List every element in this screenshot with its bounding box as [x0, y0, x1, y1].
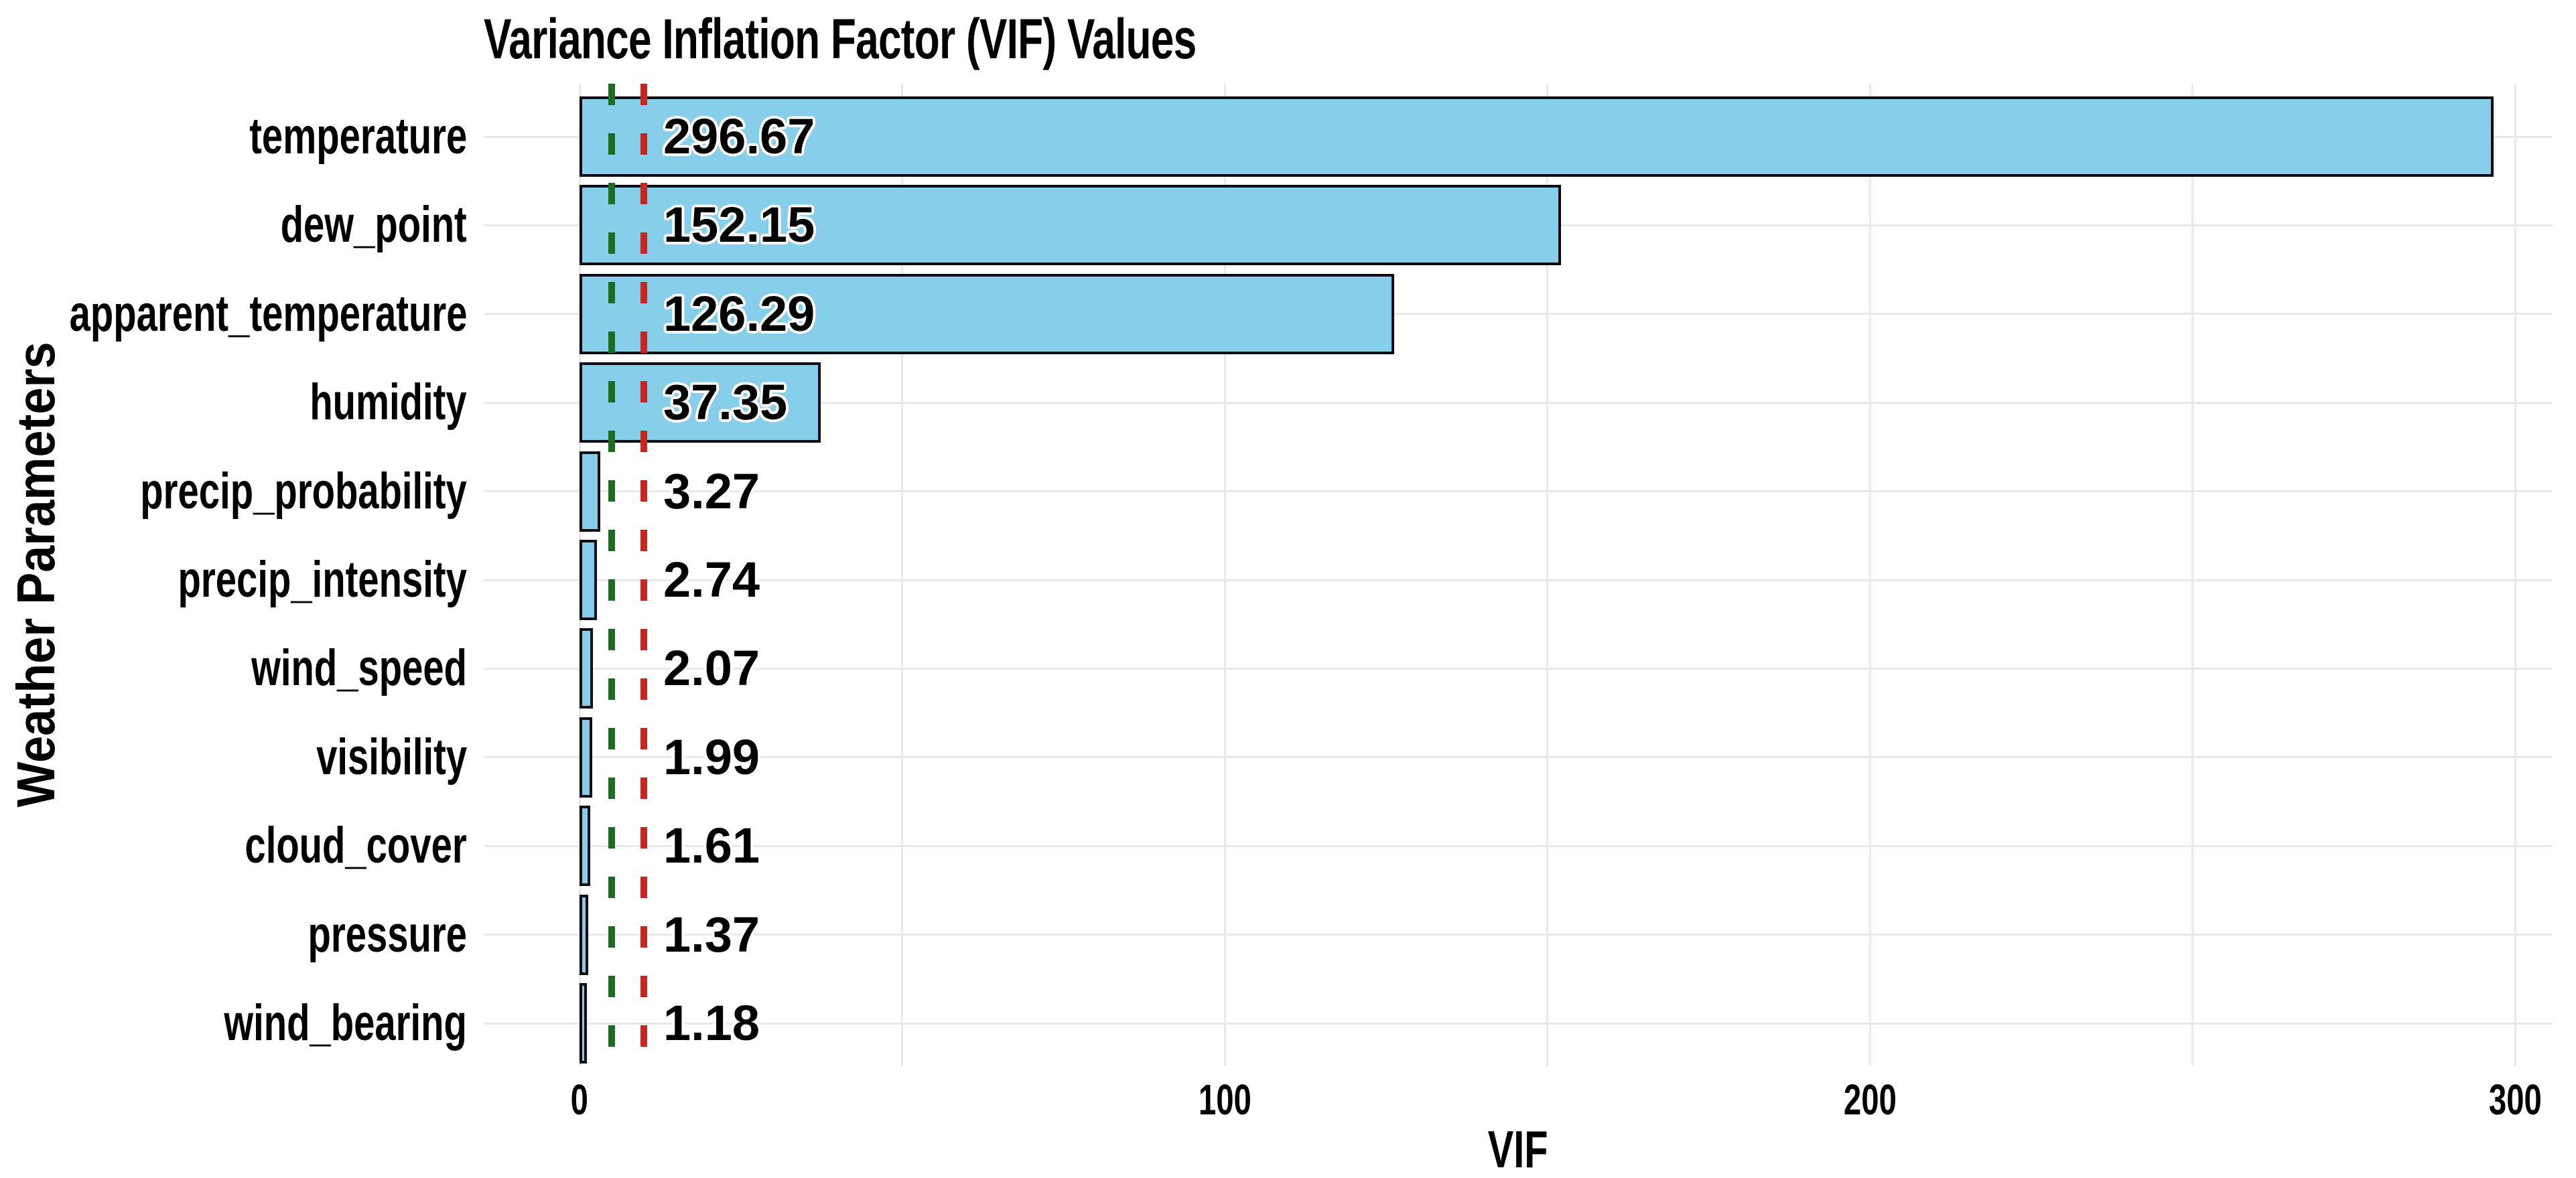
bar-precip_probability [580, 451, 601, 532]
gridline-y [484, 401, 2553, 404]
gridline-x [1546, 84, 1548, 1066]
gridline-y [484, 313, 2553, 315]
gridline-x [1223, 84, 1226, 1066]
gridline-x [1869, 84, 1871, 1066]
x-axis-title: VIF [1384, 1122, 1652, 1176]
x-tick-label-100: 100 [1144, 1073, 1305, 1126]
x-tick-text: 300 [2488, 1076, 2542, 1124]
category-label-precip_probability: precip_probability [40, 465, 467, 518]
category-label-humidity: humidity [40, 376, 467, 429]
x-axis-title-text: VIF [1488, 1120, 1548, 1178]
plot-area: 296.67 152.15 126.29 37.35 3.27 2.74 2.07 1.99 1… [484, 84, 2553, 1066]
bar-value-label: 2.74 [663, 552, 760, 607]
category-label-visibility: visibility [40, 731, 467, 784]
bar-wind_bearing [580, 983, 588, 1063]
category-label-text: precip_probability [140, 462, 467, 520]
gridline-y [484, 934, 2553, 936]
bar-pressure [580, 894, 589, 975]
category-label-cloud_cover: cloud_cover [40, 819, 467, 873]
category-label-text: visibility [316, 728, 467, 786]
bar-value-label: 296.67 [663, 108, 815, 164]
category-label-temperature: temperature [40, 110, 467, 163]
gridline-y [484, 756, 2553, 759]
bar-dew_point [580, 185, 1562, 266]
bar-value-label: 2.07 [663, 640, 760, 696]
category-label-wind_speed: wind_speed [40, 642, 467, 695]
gridline-x [2191, 84, 2193, 1066]
category-label-text: pressure [308, 905, 467, 963]
vif-threshold-5 [608, 84, 616, 1066]
bar-visibility [580, 717, 593, 798]
x-tick-text: 100 [1198, 1076, 1251, 1124]
bar-apparent_temperature [580, 273, 1395, 354]
category-label-text: apparent_temperature [69, 285, 467, 342]
bar-value-label: 126.29 [663, 285, 815, 342]
gridline-y [484, 667, 2553, 670]
gridline-y [484, 1022, 2553, 1025]
category-label-text: temperature [249, 108, 467, 165]
category-label-pressure: pressure [40, 908, 467, 962]
category-label-text: precip_intensity [178, 551, 467, 608]
vif-threshold-10 [640, 84, 648, 1066]
category-label-text: cloud_cover [245, 817, 467, 875]
x-tick-label-300: 300 [2435, 1073, 2576, 1126]
bar-humidity [580, 362, 821, 443]
bar-temperature [580, 96, 2494, 177]
bar-value-label: 1.18 [663, 995, 760, 1051]
category-label-apparent_temperature: apparent_temperature [40, 287, 467, 341]
gridline-y [484, 579, 2553, 581]
bar-wind_speed [580, 628, 593, 709]
category-label-wind_bearing: wind_bearing [40, 997, 467, 1050]
x-tick-label-0: 0 [499, 1073, 660, 1126]
bar-value-label: 1.37 [663, 906, 760, 962]
x-tick-text: 0 [570, 1076, 589, 1124]
bar-cloud_cover [580, 806, 590, 887]
gridline-y [484, 844, 2553, 847]
bar-value-label: 152.15 [663, 197, 815, 253]
bar-value-label: 1.99 [663, 729, 760, 785]
category-label-text: wind_bearing [224, 995, 467, 1051]
x-tick-label-200: 200 [1789, 1073, 1950, 1126]
gridline-x [901, 84, 903, 1066]
gridline-y [484, 490, 2553, 493]
x-tick-text: 200 [1843, 1076, 1897, 1124]
bar-precip_intensity [580, 540, 598, 620]
bar-value-label: 1.61 [663, 818, 760, 874]
category-label-dew_point: dew_point [40, 198, 467, 252]
category-label-precip_intensity: precip_intensity [40, 553, 467, 607]
category-label-text: wind_speed [251, 640, 467, 697]
category-label-text: humidity [310, 374, 467, 431]
chart-title: Variance Inflation Factor (VIF) Values [484, 7, 1197, 70]
bar-value-label: 37.35 [663, 374, 788, 431]
category-label-text: dew_point [280, 196, 467, 254]
bar-value-label: 3.27 [663, 463, 760, 519]
gridline-x [2514, 84, 2516, 1066]
